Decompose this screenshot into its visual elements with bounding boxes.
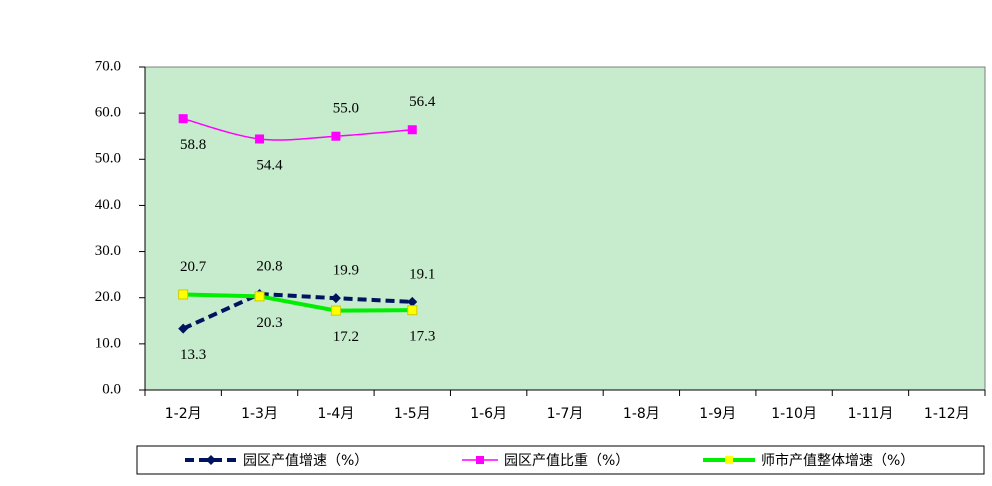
marker [178, 323, 189, 334]
legend-label: 园区产值增速（%） [243, 453, 368, 469]
x-tick-label: 1-10月 [771, 406, 817, 422]
x-tick-label: 1-9月 [699, 406, 736, 422]
data-label: 20.7 [180, 259, 207, 275]
data-label: 13.3 [180, 347, 206, 363]
data-label: 19.1 [409, 266, 435, 282]
y-tick-label: 40.0 [95, 197, 121, 213]
y-tick-label: 50.0 [95, 151, 121, 167]
marker [330, 305, 341, 316]
marker [407, 305, 418, 316]
data-label: 20.3 [256, 315, 282, 331]
y-tick-label: 20.0 [95, 289, 121, 305]
data-label: 55.0 [333, 101, 359, 117]
series-line [182, 291, 413, 331]
data-label: 58.8 [180, 137, 206, 153]
x-tick-label: 1-5月 [394, 406, 431, 422]
x-tick-label: 1-3月 [241, 406, 278, 422]
marker [178, 289, 189, 300]
data-label: 19.9 [333, 263, 359, 279]
data-label: 17.3 [409, 329, 435, 345]
marker [330, 293, 341, 304]
legend-box [136, 445, 985, 475]
x-tick-label: 1-6月 [470, 406, 507, 422]
x-tick-label: 1-8月 [623, 406, 660, 422]
data-label: 17.2 [333, 329, 359, 345]
data-label: 20.8 [256, 258, 282, 274]
legend-label: 师市产值整体增速（%） [761, 452, 914, 469]
y-tick-label: 70.0 [95, 58, 121, 74]
legend-marker [725, 456, 733, 464]
series-line [182, 117, 413, 141]
legend-marker [476, 456, 484, 464]
x-tick-label: 1-12月 [924, 406, 970, 422]
legend-marker [206, 455, 216, 465]
marker [407, 125, 417, 135]
plot-area [144, 66, 986, 391]
data-label: 54.4 [256, 157, 283, 173]
y-tick-label: 10.0 [95, 335, 121, 351]
marker [254, 291, 265, 302]
y-tick-label: 0.0 [102, 381, 121, 397]
x-tick-label: 1-11月 [848, 406, 894, 422]
marker [178, 114, 188, 124]
x-tick-label: 1-4月 [317, 406, 354, 422]
x-tick-label: 1-7月 [547, 406, 584, 422]
x-tick-label: 1-2月 [165, 406, 202, 422]
y-tick-label: 60.0 [95, 105, 121, 121]
marker [255, 134, 265, 144]
series-line [183, 292, 413, 313]
y-tick-label: 30.0 [95, 243, 121, 259]
marker [407, 296, 418, 307]
marker [331, 131, 341, 141]
legend-label: 园区产值比重（%） [504, 453, 629, 469]
data-label: 56.4 [409, 94, 436, 110]
